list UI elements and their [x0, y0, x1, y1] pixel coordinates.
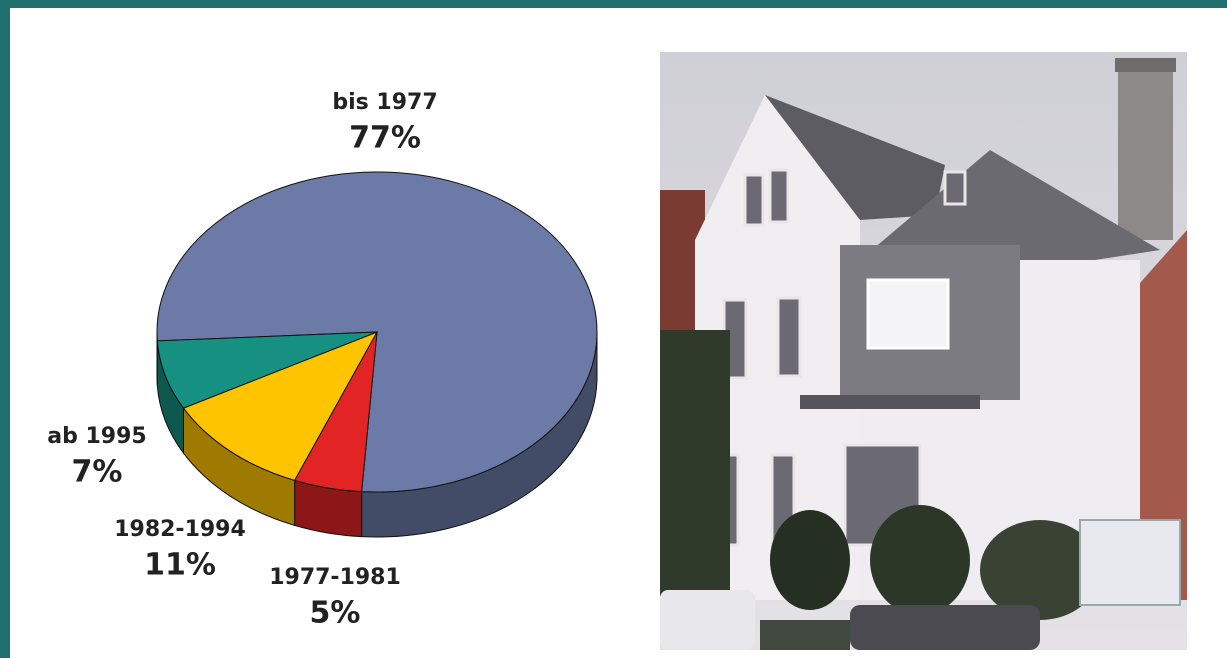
slice-label: 1982-1994 [114, 517, 246, 542]
slice-label: bis 1977 [332, 90, 437, 115]
slice-label: 1977-1981 [269, 565, 401, 590]
pie-tops [157, 172, 597, 492]
slice-value-label: 5% [310, 596, 361, 631]
slide: bis 1977 77% 1977-1981 5% 1982-1994 11% ab 199… [0, 0, 1227, 658]
slice-label: ab 1995 [47, 424, 146, 449]
house-photo [660, 52, 1187, 650]
slice-value-label: 7% [72, 455, 123, 490]
slice-value-label: 11% [144, 548, 216, 583]
slice-value-label: 77% [349, 121, 421, 156]
